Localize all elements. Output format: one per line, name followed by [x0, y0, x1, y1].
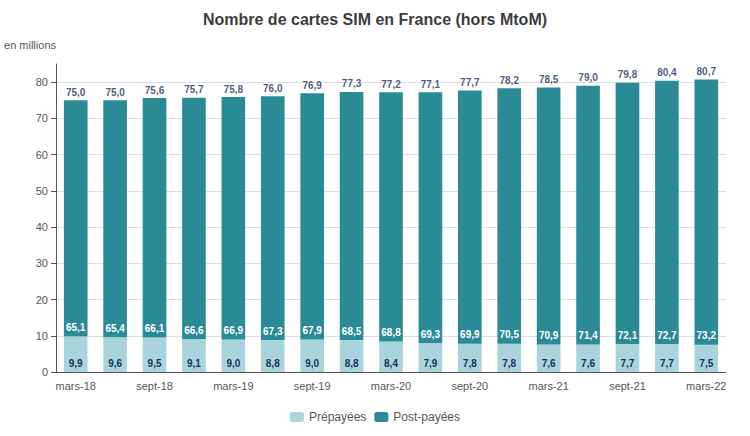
svg-text:mars-18: mars-18 [56, 380, 96, 392]
svg-text:65,1: 65,1 [66, 322, 86, 333]
svg-text:sept-21: sept-21 [609, 380, 646, 392]
svg-text:8,8: 8,8 [345, 358, 359, 369]
svg-text:7,6: 7,6 [581, 358, 595, 369]
svg-text:10: 10 [36, 330, 48, 342]
svg-text:71,4: 71,4 [578, 330, 598, 341]
svg-text:9,6: 9,6 [108, 358, 122, 369]
svg-text:8,4: 8,4 [384, 358, 398, 369]
svg-text:79,0: 79,0 [578, 72, 598, 83]
svg-text:en millions: en millions [4, 39, 56, 51]
svg-text:73,2: 73,2 [697, 330, 717, 341]
svg-text:75,7: 75,7 [184, 84, 204, 95]
svg-text:50: 50 [36, 185, 48, 197]
svg-text:72,7: 72,7 [657, 330, 677, 341]
svg-text:9,0: 9,0 [226, 358, 240, 369]
svg-text:Nombre de cartes SIM en France: Nombre de cartes SIM en France (hors Mto… [203, 11, 547, 28]
svg-text:9,5: 9,5 [148, 358, 162, 369]
svg-text:60: 60 [36, 149, 48, 161]
svg-text:77,3: 77,3 [342, 78, 362, 89]
svg-text:77,7: 77,7 [460, 77, 480, 88]
svg-text:75,0: 75,0 [105, 87, 125, 98]
svg-text:80,4: 80,4 [657, 67, 677, 78]
svg-text:70,5: 70,5 [500, 329, 520, 340]
svg-text:66,9: 66,9 [224, 325, 244, 336]
svg-text:66,6: 66,6 [184, 325, 204, 336]
svg-text:sept-20: sept-20 [451, 380, 488, 392]
svg-text:mars-19: mars-19 [213, 380, 253, 392]
svg-text:78,2: 78,2 [500, 75, 520, 86]
svg-text:69,3: 69,3 [421, 329, 441, 340]
svg-text:20: 20 [36, 294, 48, 306]
svg-text:76,0: 76,0 [263, 83, 283, 94]
svg-text:7,7: 7,7 [621, 358, 635, 369]
svg-text:0: 0 [42, 366, 48, 378]
svg-text:65,4: 65,4 [105, 323, 125, 334]
svg-text:7,7: 7,7 [660, 358, 674, 369]
svg-text:80,7: 80,7 [697, 66, 717, 77]
svg-text:68,8: 68,8 [381, 327, 401, 338]
svg-text:Post-payées: Post-payées [393, 410, 460, 424]
svg-text:30: 30 [36, 257, 48, 269]
svg-text:Prépayées: Prépayées [309, 410, 366, 424]
svg-text:77,2: 77,2 [381, 79, 401, 90]
svg-text:7,9: 7,9 [423, 358, 437, 369]
svg-text:70,9: 70,9 [539, 330, 559, 341]
svg-text:7,8: 7,8 [502, 358, 516, 369]
svg-text:69,9: 69,9 [460, 329, 480, 340]
svg-text:79,8: 79,8 [618, 69, 638, 80]
svg-text:7,8: 7,8 [463, 358, 477, 369]
svg-text:9,1: 9,1 [187, 358, 201, 369]
svg-text:75,6: 75,6 [145, 85, 165, 96]
svg-text:66,1: 66,1 [145, 323, 165, 334]
svg-text:80: 80 [36, 76, 48, 88]
svg-text:77,1: 77,1 [421, 79, 441, 90]
svg-text:70: 70 [36, 112, 48, 124]
svg-text:mars-21: mars-21 [528, 380, 568, 392]
svg-text:75,0: 75,0 [66, 87, 86, 98]
svg-text:mars-20: mars-20 [371, 380, 411, 392]
svg-text:mars-22: mars-22 [686, 380, 726, 392]
svg-text:7,5: 7,5 [699, 358, 713, 369]
svg-text:9,9: 9,9 [69, 358, 83, 369]
svg-text:9,0: 9,0 [305, 358, 319, 369]
svg-text:7,6: 7,6 [542, 358, 556, 369]
svg-text:67,9: 67,9 [302, 325, 322, 336]
svg-text:76,9: 76,9 [302, 80, 322, 91]
svg-text:8,8: 8,8 [266, 358, 280, 369]
svg-text:75,8: 75,8 [224, 84, 244, 95]
svg-text:sept-18: sept-18 [136, 380, 173, 392]
svg-text:78,5: 78,5 [539, 74, 559, 85]
svg-text:sept-19: sept-19 [294, 380, 331, 392]
svg-text:72,1: 72,1 [618, 330, 638, 341]
svg-text:40: 40 [36, 221, 48, 233]
svg-text:67,3: 67,3 [263, 326, 283, 337]
svg-text:68,5: 68,5 [342, 326, 362, 337]
